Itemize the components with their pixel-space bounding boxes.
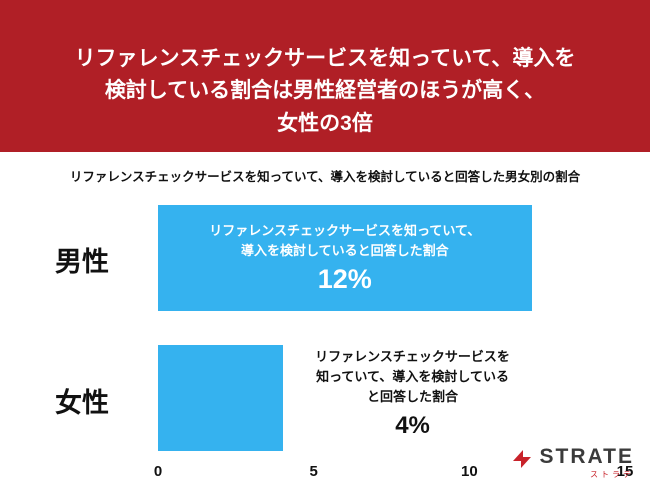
strate-logo: STRATE ストラテ: [510, 445, 634, 480]
female-annotation-percent: 4%: [395, 411, 430, 439]
chart-subtitle: リファレンスチェックサービスを知っていて、導入を検討していると回答した男女別の割…: [69, 170, 581, 185]
strate-logo-name: STRATE: [539, 444, 634, 468]
x-axis-tick-10: 10: [460, 463, 478, 481]
bar-female: [158, 345, 283, 452]
category-label-female: 女性: [55, 388, 109, 419]
header-banner: リファレンスチェックサービスを知っていて、導入を 検討している割合は男性経営者の…: [0, 0, 650, 153]
strate-logo-subtext: ストラテ: [590, 470, 634, 479]
x-axis-tick-0: 0: [153, 463, 163, 481]
plot-area: リファレンスチェックサービスを知っていて、 導入を検討していると回答した割合 1…: [154, 195, 634, 488]
female-annotation: リファレンスチェックサービスを 知っていて、導入を検討している と回答した割合 …: [297, 347, 529, 439]
bar-chart: 男性 女性 リファレンスチェックサービスを知っていて、 導入を検討していると回答…: [0, 195, 650, 488]
category-label-male: 男性: [55, 247, 109, 278]
x-axis: 0 5 10 15: [154, 463, 634, 483]
male-bar-annotation: リファレンスチェックサービスを知っていて、 導入を検討していると回答した割合 1…: [158, 205, 532, 311]
x-axis-tick-15: 15: [616, 463, 634, 481]
bar-male: リファレンスチェックサービスを知っていて、 導入を検討していると回答した割合 1…: [158, 205, 532, 312]
female-annotation-text: リファレンスチェックサービスを 知っていて、導入を検討している と回答した割合: [315, 349, 510, 405]
male-annotation-text: リファレンスチェックサービスを知っていて、 導入を検討していると回答した割合: [209, 223, 481, 258]
header-title: リファレンスチェックサービスを知っていて、導入を 検討している割合は男性経営者の…: [74, 46, 576, 135]
male-annotation-percent: 12%: [317, 264, 372, 295]
x-axis-tick-5: 5: [309, 463, 318, 481]
strate-logo-textblock: STRATE ストラテ: [540, 445, 634, 480]
strate-logo-icon: [512, 449, 531, 468]
